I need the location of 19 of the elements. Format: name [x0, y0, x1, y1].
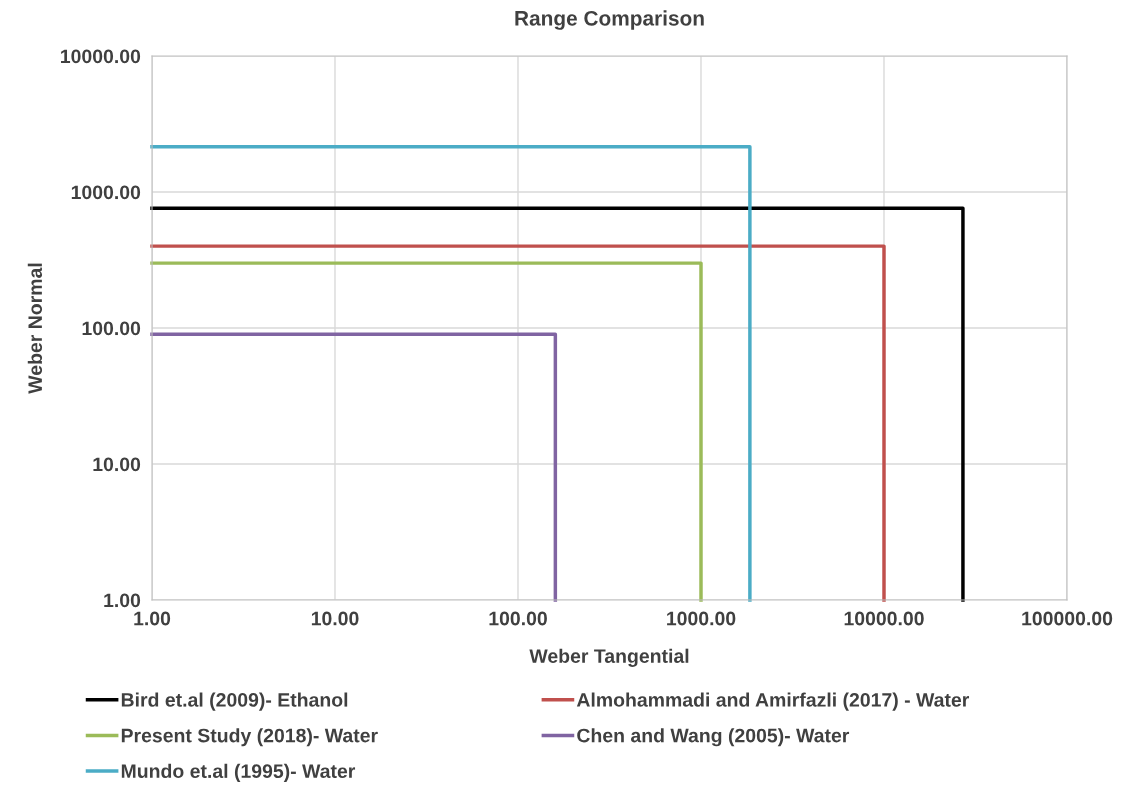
legend-label: Almohammadi and Amirfazli (2017) - Water	[576, 692, 970, 711]
legend-label: Present Study (2018)- Water	[121, 728, 378, 747]
y-tick-label: 1.00	[104, 593, 141, 608]
x-tick-label: 10.00	[311, 611, 359, 626]
y-tick-label: 10000.00	[61, 49, 141, 64]
x-tick-label: 100000.00	[1022, 611, 1113, 626]
x-tick-label: 100.00	[489, 611, 547, 626]
legend-label: Mundo et.al (1995)- Water	[121, 763, 356, 782]
x-tick-label: 10000.00	[844, 611, 924, 626]
y-tick-label: 1000.00	[71, 185, 141, 200]
legend-label: Bird et.al (2009)- Ethanol	[121, 692, 348, 711]
x-axis-title: Weber Tangential	[529, 648, 689, 667]
legend-label: Chen and Wang (2005)- Water	[577, 728, 850, 747]
y-tick-label: 100.00	[82, 321, 141, 336]
x-tick-label: 1.00	[134, 611, 171, 626]
y-axis-title: Weber Normal	[27, 263, 43, 394]
x-tick-label: 1000.00	[667, 611, 736, 626]
chart-title: Range Comparison	[515, 10, 704, 30]
y-tick-label: 10.00	[93, 457, 141, 472]
